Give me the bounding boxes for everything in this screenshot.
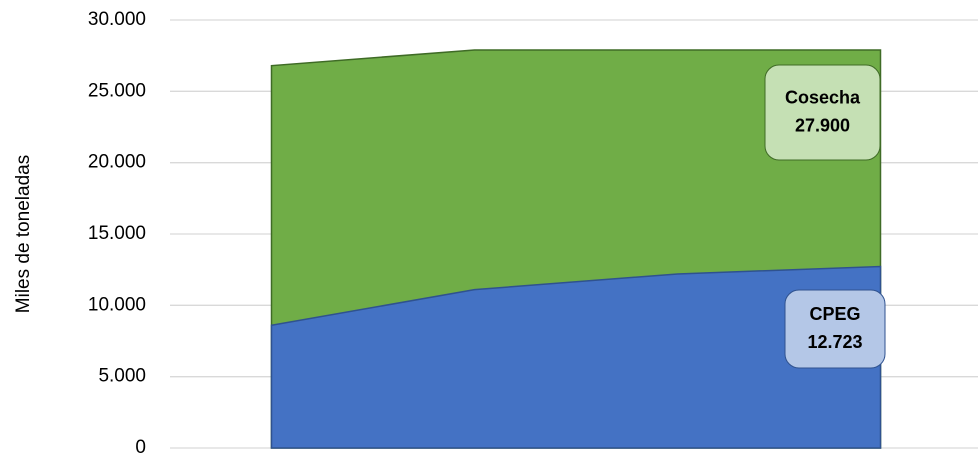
y-tick-label: 0: [135, 437, 146, 458]
callout-name: Cosecha: [785, 87, 861, 107]
data-label: 12.723: [807, 332, 862, 352]
area: [270, 265, 882, 449]
callout-name: CPEG: [809, 304, 860, 324]
y-tick-label: 30.000: [88, 9, 146, 30]
callout-box: [764, 64, 881, 161]
callout-box: [784, 289, 886, 369]
y-tick-label: 20.000: [88, 152, 146, 173]
y-tick-label: 5.000: [98, 366, 146, 387]
y-tick-label: 25.000: [88, 80, 146, 101]
data-label: 27.900: [795, 115, 850, 135]
y-tick-label: 10.000: [88, 294, 146, 315]
y-axis-label: Miles de toneladas: [13, 155, 34, 313]
y-tick-label: 15.000: [88, 223, 146, 244]
